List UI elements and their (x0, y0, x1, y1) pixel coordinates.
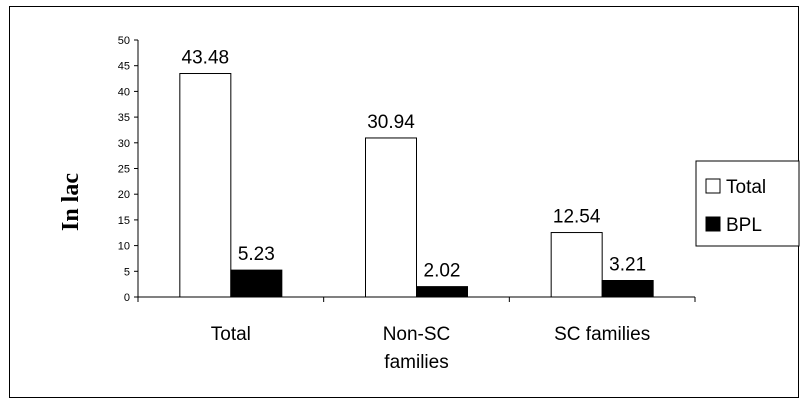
bar-bpl-2 (416, 286, 468, 298)
data-label: 30.94 (367, 112, 415, 133)
bar-bpl-3 (601, 280, 654, 298)
data-label: 5.23 (238, 244, 275, 265)
bar-total-3 (550, 232, 603, 298)
legend-label: Total (726, 177, 766, 198)
legend-swatch (705, 216, 721, 232)
y-axis-label: In lac (58, 173, 84, 231)
bar-total-2 (365, 137, 417, 298)
x-category-label: families (384, 352, 448, 373)
y-tick-label: 15 (118, 215, 130, 227)
bar-bpl-1 (230, 269, 283, 298)
legend-swatch (705, 178, 721, 194)
y-tick-label: 25 (118, 164, 130, 176)
y-tick-label: 40 (118, 86, 130, 98)
y-tick-label: 35 (118, 112, 130, 124)
labels: 43.48 5.23 Total 30.94 2.02 Non-SC families 12.… (182, 48, 651, 373)
legend: Total BPL (695, 160, 800, 247)
y-tick-label: 5 (124, 266, 130, 278)
legend-box (695, 160, 800, 247)
x-category-label: SC families (554, 324, 650, 345)
y-tick-label: 45 (118, 61, 130, 73)
y-tick-label: 0 (124, 292, 130, 304)
bars (179, 73, 654, 298)
data-label: 3.21 (609, 255, 646, 276)
data-label: 43.48 (182, 48, 230, 69)
bar-total-1 (179, 73, 232, 298)
x-category-label: Total (211, 324, 251, 345)
y-tick-label: 30 (118, 138, 130, 150)
y-tick-label: 20 (118, 189, 130, 201)
data-label: 12.54 (553, 207, 601, 228)
data-label: 2.02 (424, 261, 461, 282)
x-category-label: Non-SC (383, 324, 451, 345)
legend-label: BPL (726, 215, 762, 236)
y-tick-label: 50 (118, 35, 130, 47)
y-tick-label: 10 (118, 241, 130, 253)
